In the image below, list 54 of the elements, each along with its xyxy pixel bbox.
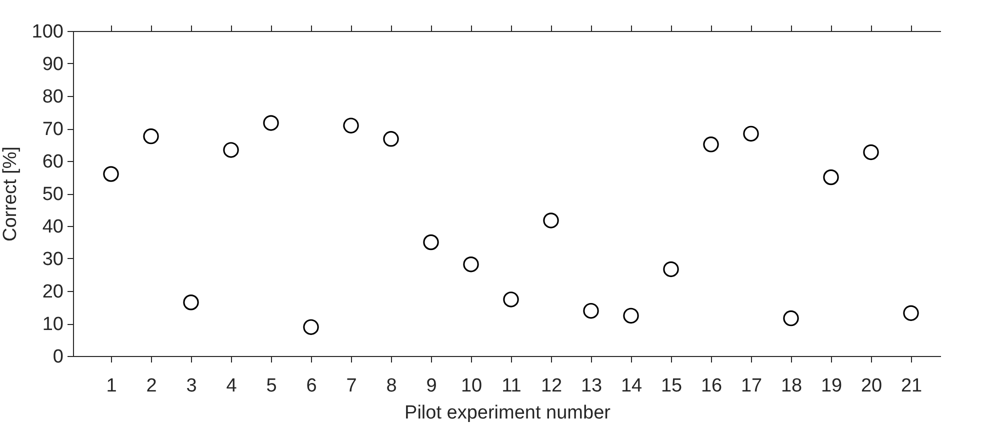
point — [543, 212, 559, 228]
point — [663, 261, 679, 278]
y-tick-label: 10 — [42, 314, 64, 335]
point — [783, 310, 799, 326]
y-tick-label: 70 — [42, 119, 64, 140]
x-tick-label: 9 — [426, 376, 437, 396]
x-tick-label: 1 — [106, 376, 117, 396]
x-tick-label: 8 — [386, 376, 397, 396]
y-tick-label: 100 — [32, 22, 64, 42]
x-tick-label: 13 — [580, 376, 602, 396]
point — [223, 142, 239, 158]
y-tick-label: 40 — [42, 216, 64, 238]
point — [503, 292, 519, 308]
x-tick-label: 16 — [700, 376, 722, 396]
x-tick-label: 6 — [306, 376, 317, 396]
x-tick-label: 5 — [266, 376, 277, 396]
x-tick-label: 18 — [780, 376, 802, 396]
point — [583, 302, 599, 319]
y-tick-label: 80 — [42, 86, 64, 108]
point — [703, 136, 719, 152]
x-tick-label: 11 — [502, 376, 522, 396]
x-tick-label: 12 — [540, 376, 562, 396]
y-tick-label: 20 — [42, 282, 64, 302]
x-tick-label: 2 — [146, 376, 157, 396]
point — [303, 319, 319, 335]
point — [423, 234, 439, 250]
x-tick-label: 10 — [460, 376, 482, 396]
point — [143, 128, 159, 144]
point — [863, 144, 879, 160]
y-tick-label: 0 — [52, 346, 64, 368]
x-tick-label: 14 — [620, 376, 642, 396]
y-axis-title: Correct [%] — [0, 146, 21, 242]
point — [743, 126, 759, 142]
x-tick-label: 19 — [820, 376, 842, 396]
x-tick-label: 7 — [346, 376, 357, 396]
point — [823, 169, 839, 186]
point — [383, 131, 399, 147]
x-tick-label: 4 — [226, 376, 238, 396]
y-tick-label: 30 — [42, 249, 64, 270]
point — [343, 118, 359, 134]
point — [623, 308, 639, 324]
x-tick-label: 21 — [900, 376, 922, 396]
x-tick-label: 15 — [660, 376, 682, 396]
y-tick-label: 50 — [42, 184, 64, 205]
point — [183, 294, 199, 310]
point — [263, 115, 279, 131]
point — [903, 305, 919, 321]
x-tick-label: 3 — [186, 376, 197, 396]
point — [103, 166, 119, 182]
point — [463, 256, 479, 272]
y-tick-label: 90 — [42, 54, 64, 75]
x-tick-label: 20 — [860, 376, 882, 396]
y-tick-label: 60 — [42, 152, 64, 172]
x-tick-label: 17 — [740, 376, 762, 396]
